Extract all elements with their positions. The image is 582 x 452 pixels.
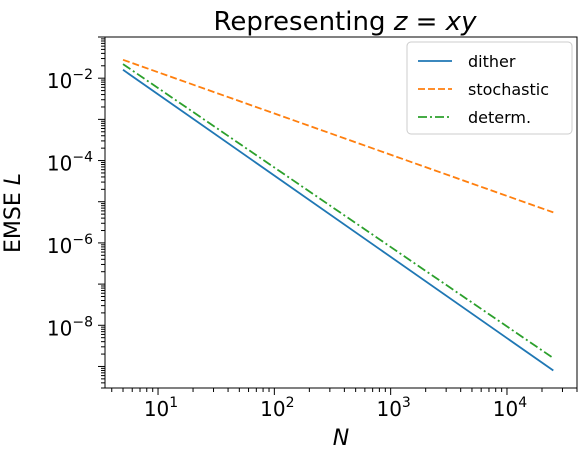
y-tick-label: 10−2 bbox=[47, 67, 93, 93]
legend-entries: dither stochastic determ. bbox=[418, 52, 549, 127]
legend-label: dither bbox=[468, 52, 516, 71]
series-line-dither bbox=[122, 69, 554, 372]
y-tick-label: 10−8 bbox=[47, 314, 93, 340]
series-line-determ- bbox=[122, 63, 554, 359]
x-tick-label: 102 bbox=[260, 395, 294, 421]
legend: dither stochastic determ. bbox=[406, 41, 573, 135]
chart-title: Representing z = xy bbox=[214, 7, 478, 37]
y-axis-ticks: 10−8 10−6 10−4 10−2 bbox=[47, 36, 105, 389]
x-axis-label: N bbox=[333, 426, 349, 451]
x-tick-label: 103 bbox=[376, 395, 410, 421]
legend-label: stochastic bbox=[468, 80, 549, 99]
y-axis-label: EMSE L bbox=[1, 173, 26, 253]
legend-label: determ. bbox=[468, 108, 531, 127]
series-line-stochastic bbox=[122, 58, 554, 214]
x-axis-ticks: 101 102 103 104 bbox=[111, 388, 578, 421]
y-tick-label: 10−4 bbox=[47, 150, 93, 176]
legend-box bbox=[406, 41, 573, 135]
y-tick-label: 10−6 bbox=[47, 232, 93, 258]
x-tick-label: 104 bbox=[493, 395, 527, 421]
series-layer bbox=[122, 58, 554, 372]
x-tick-label: 101 bbox=[144, 395, 178, 421]
